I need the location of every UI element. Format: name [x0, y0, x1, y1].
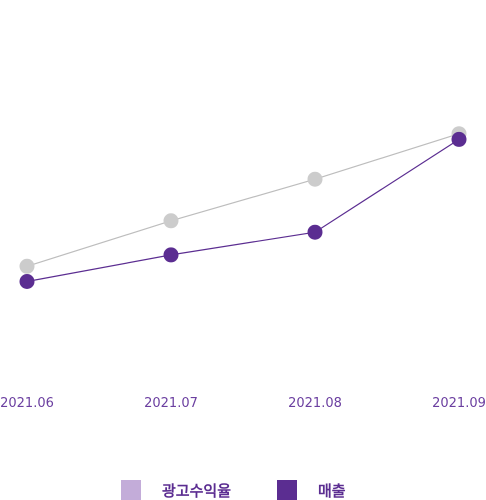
series-2-point-3 [307, 224, 323, 240]
legend-swatch-1 [121, 480, 141, 500]
series-layer [19, 126, 467, 289]
series-line-2 [26, 138, 460, 283]
series-1-point-3 [307, 171, 323, 187]
legend-swatch-2 [277, 480, 297, 500]
series-2-point-2 [163, 247, 179, 263]
series-line-1 [26, 133, 460, 267]
legend: 광고수익율 매출 [121, 480, 346, 500]
legend-label-2: 매출 [318, 482, 346, 500]
series-1-point-2 [163, 213, 179, 229]
x-tick-label: 2021.09 [432, 396, 486, 411]
x-tick-label: 2021.07 [144, 396, 198, 411]
legend-label-1: 광고수익율 [162, 482, 231, 500]
series-2-point-4 [451, 131, 467, 147]
x-tick-label: 2021.08 [288, 396, 342, 411]
x-axis: 2021.06 2021.07 2021.08 2021.09 [0, 396, 486, 411]
series-1-point-1 [19, 258, 35, 274]
x-tick-label: 2021.06 [0, 396, 54, 411]
series-2-point-1 [19, 274, 35, 289]
